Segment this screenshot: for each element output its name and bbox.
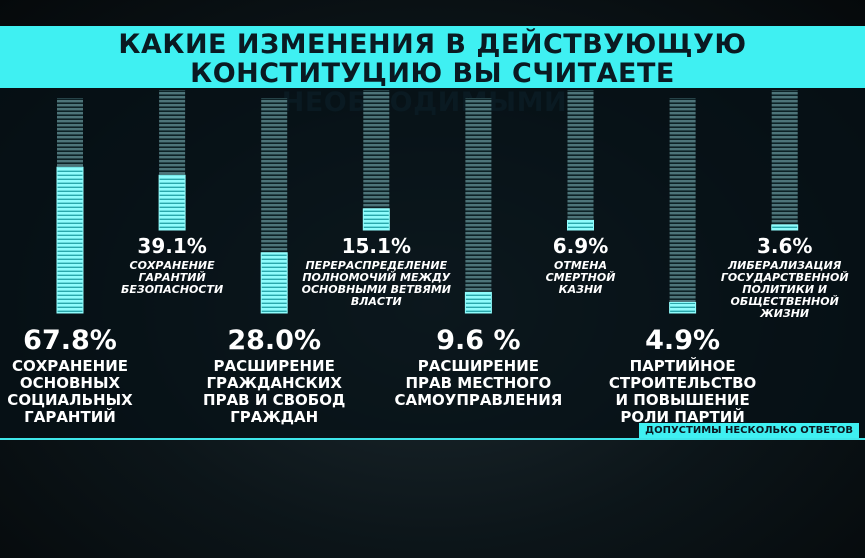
- bar-track: [465, 98, 492, 313]
- category-label: СОХРАНЕНИЕ ОСНОВНЫХ СОЦИАЛЬНЫХ ГАРАНТИЙ: [7, 357, 133, 426]
- bar: [260, 252, 288, 314]
- bar: [567, 219, 594, 231]
- value-label: 9.6 %: [436, 325, 521, 356]
- bar-track: [669, 98, 696, 313]
- panel: [0, 88, 865, 440]
- bar: [362, 208, 390, 231]
- category-label: ПАРТИЙНОЕ СТРОИТЕЛЬСТВО И ПОВЫШЕНИЕ РОЛИ…: [608, 357, 757, 426]
- value-label: 15.1%: [341, 234, 411, 258]
- value-label: 6.9%: [552, 234, 609, 258]
- category-label: ОТМЕНА СМЕРТНОЙ КАЗНИ: [545, 259, 616, 296]
- bar-track: [363, 90, 390, 230]
- value-label: 67.8%: [23, 325, 117, 356]
- value-label: 39.1%: [137, 234, 207, 258]
- bar-track: [567, 90, 594, 230]
- category-label: ЛИБЕРАЛИЗАЦИЯ ГОСУДАРСТВЕННОЙ ПОЛИТИКИ И…: [720, 259, 849, 320]
- title-banner: [0, 26, 865, 88]
- bar: [158, 174, 186, 231]
- bar: [464, 291, 492, 314]
- category-label: РАСШИРЕНИЕ ПРАВ МЕСТНОГО САМОУПРАВЛЕНИЯ: [394, 357, 563, 409]
- value-label: 3.6%: [756, 234, 813, 258]
- bar-track: [771, 90, 798, 230]
- value-label: 28.0%: [227, 325, 322, 356]
- bar: [771, 224, 799, 231]
- value-label: 4.9%: [645, 325, 721, 356]
- category-label: РАСШИРЕНИЕ ГРАЖДАНСКИХ ПРАВ И СВОБОД ГРА…: [203, 357, 346, 426]
- bar: [669, 301, 697, 314]
- note: ДОПУСТИМЫ НЕСКОЛЬКО ОТВЕТОВ: [639, 423, 859, 438]
- chart-title: КАКИЕ ИЗМЕНЕНИЯ В ДЕЙСТВУЮЩУЮ КОНСТИТУЦИ…: [118, 29, 747, 118]
- category-label: ПЕРЕРАСПРЕДЕЛЕНИЕ ПОЛНОМОЧИЙ МЕЖДУ ОСНОВ…: [301, 259, 451, 308]
- bar: [56, 166, 84, 314]
- category-label: СОХРАНЕНИЕ ГАРАНТИЙ БЕЗОПАСНОСТИ: [120, 259, 224, 296]
